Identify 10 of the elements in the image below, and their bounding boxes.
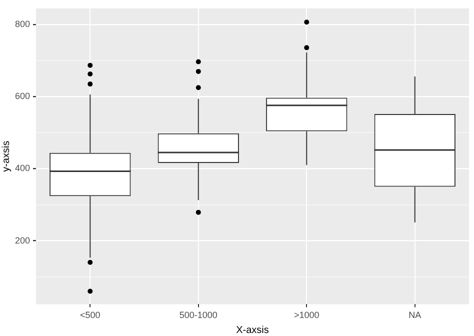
y-axis-title: y-axsis <box>0 140 12 172</box>
x-tick-label: >1000 <box>294 310 320 320</box>
x-axis-title: X-axsis <box>236 324 269 336</box>
y-tick-label: 800 <box>14 19 30 30</box>
y-tick-label: 400 <box>14 163 30 174</box>
x-tick-label: 500-1000 <box>179 310 218 320</box>
y-tick-label: 200 <box>14 235 30 246</box>
y-tick-label: 600 <box>14 91 30 102</box>
x-tick-label: <500 <box>80 310 100 320</box>
x-tick-label: NA <box>408 310 422 320</box>
